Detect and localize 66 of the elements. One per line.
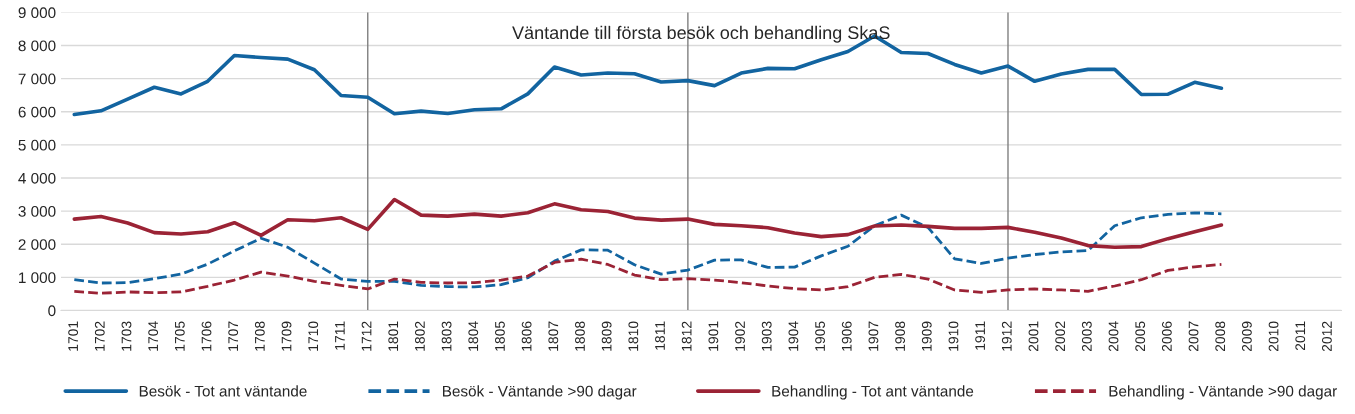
line-series (72, 197, 1224, 250)
x-tick-label: 1910 (948, 321, 959, 351)
legend-label: Besök - Väntande >90 dagar (443, 385, 637, 400)
y-tick-label: 5 000 (18, 139, 56, 151)
x-tick-label: 2012 (1322, 321, 1332, 352)
x-tick-label: 1803 (441, 321, 452, 351)
x-tick-label: 1909 (921, 321, 932, 351)
x-tick-label: 2004 (1108, 321, 1119, 352)
x-tick-label: 2009 (1241, 321, 1252, 352)
x-tick-label: 1811 (655, 321, 665, 350)
x-tick-label: 1912 (1001, 321, 1012, 351)
legend-label: Behandling - Tot ant väntande (772, 385, 974, 400)
x-tick-label: 1808 (575, 321, 585, 351)
x-tick-label: 2005 (1135, 321, 1146, 352)
x-tick-label: 2003 (1081, 321, 1092, 352)
y-tick-label: 8 000 (18, 40, 56, 52)
x-tick-label: 1810 (628, 321, 639, 351)
x-tick-label: 1903 (761, 321, 772, 351)
x-tick-label: 1907 (868, 321, 879, 351)
x-tick-label: 1902 (735, 321, 745, 351)
x-tick-label: 2011 (1295, 321, 1306, 351)
x-tick-label: 1905 (815, 321, 825, 351)
x-tick-label: 1703 (121, 321, 132, 351)
x-tick-label: 1812 (681, 321, 692, 351)
x-tick-label: 1702 (94, 321, 105, 351)
x-tick-label: 2001 (1028, 321, 1039, 352)
x-tick-label: 1709 (281, 321, 292, 351)
x-tick-label: 2008 (1215, 321, 1226, 352)
y-tick-label: 7 000 (18, 73, 56, 85)
x-tick-label: 1802 (415, 321, 425, 351)
x-tick-label: 1704 (148, 321, 159, 351)
y-tick-label: 0 (48, 305, 56, 317)
y-tick-label: 6 000 (18, 106, 56, 118)
x-tick-label: 1804 (468, 321, 479, 351)
x-tick-label: 1908 (895, 321, 906, 351)
x-tick-label: 1701 (68, 321, 79, 351)
x-tick-label: 2010 (1268, 321, 1279, 352)
x-tick-label: 1807 (548, 321, 559, 351)
x-tick-label: 1911 (975, 321, 986, 350)
x-tick-label: 1707 (228, 321, 239, 351)
x-tick-label: 1711 (335, 321, 345, 350)
y-tick-label: 4 000 (18, 172, 56, 184)
x-tick-label: 2007 (1188, 321, 1199, 352)
x-tick-label: 1706 (201, 321, 212, 351)
x-tick-label: 1901 (708, 321, 719, 351)
y-tick-label: 2 000 (18, 239, 56, 250)
x-tick-label: 1809 (601, 321, 612, 351)
x-tick-label: 2002 (1055, 321, 1066, 352)
x-tick-label: 2006 (1161, 321, 1172, 352)
x-tick-label: 1801 (388, 321, 399, 351)
line-series (72, 211, 1223, 289)
x-tick-label: 1710 (308, 321, 319, 351)
x-tick-label: 1904 (788, 321, 799, 351)
x-tick-label: 1712 (361, 321, 372, 351)
y-tick-label: 9 000 (18, 7, 56, 19)
text: Väntande till första besök och behandling SkaS (512, 25, 890, 43)
y-tick-label: 3 000 (18, 206, 56, 217)
legend-label: Besök - Tot ant väntande (139, 385, 307, 397)
line-series (72, 257, 1223, 295)
x-tick-label: 1806 (521, 321, 532, 351)
y-tick-label: 1 000 (19, 272, 56, 284)
x-tick-label: 1705 (174, 321, 185, 351)
x-tick-label: 1708 (254, 321, 265, 351)
x-tick-label: 1906 (841, 321, 852, 351)
legend-label: Behandling - Väntande >90 dagar (1109, 385, 1337, 400)
x-tick-label: 1805 (495, 321, 505, 351)
